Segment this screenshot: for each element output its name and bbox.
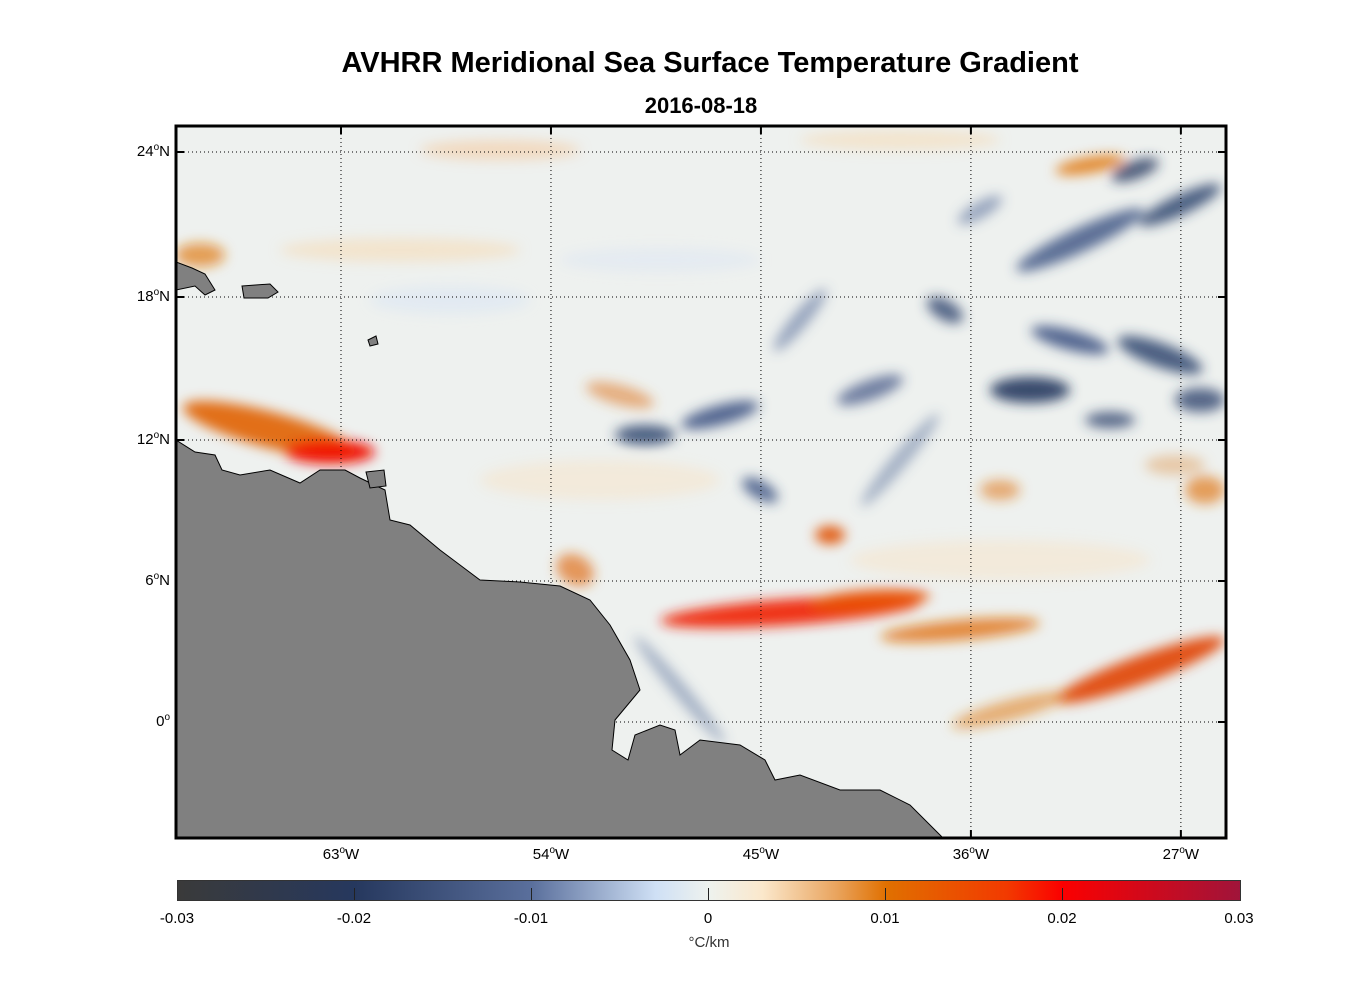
y-tick-label: 12oN — [136, 430, 170, 448]
colorbar-tick-label: -0.03 — [159, 910, 195, 927]
degree-symbol: o — [164, 712, 170, 723]
gradient-feature — [681, 400, 759, 430]
y-tick-label: 6oN — [145, 571, 170, 589]
y-tick-label: 24oN — [136, 142, 170, 160]
colorbar-tick-mark — [1062, 888, 1063, 900]
gradient-feature — [773, 288, 827, 352]
gradient-feature — [1085, 412, 1135, 428]
gradient-feature — [742, 477, 778, 503]
colorbar-tick-label: 0 — [703, 910, 713, 927]
gradient-feature — [370, 286, 530, 314]
gradient-feature — [615, 425, 675, 445]
gradient-feature — [420, 140, 580, 160]
gradient-feature — [1138, 183, 1222, 227]
gradient-feature — [480, 460, 720, 500]
colorbar-tick-mark — [885, 888, 886, 900]
gradient-feature — [634, 636, 726, 744]
land-island-small — [367, 335, 379, 347]
gradient-feature — [850, 540, 1150, 580]
land-island-hispaniola — [176, 261, 216, 296]
gradient-feature — [957, 195, 1003, 225]
colorbar-tick-label: -0.01 — [513, 910, 549, 927]
colorbar-tick-mark — [708, 888, 709, 900]
colorbar-tick-mark — [531, 888, 532, 900]
gradient-feature — [1117, 335, 1203, 375]
gradient-feature — [926, 296, 964, 324]
gradient-feature — [1111, 157, 1159, 183]
gradient-feature — [1055, 636, 1225, 704]
land-island-trinidad — [365, 469, 387, 489]
gradient-feature — [1055, 155, 1125, 175]
gradient-feature — [880, 617, 1040, 643]
degree-symbol: o — [1179, 845, 1185, 856]
gradient-feature — [836, 374, 904, 406]
x-tick-label: 36oW — [952, 845, 990, 863]
degree-symbol: o — [549, 845, 556, 856]
chart-subtitle: 2016-08-18 — [644, 93, 758, 118]
gradient-feature — [1031, 325, 1109, 355]
degree-symbol: o — [339, 845, 346, 856]
colorbar-tick-label: -0.02 — [336, 910, 372, 927]
gradient-feature — [285, 440, 375, 464]
colorbar-tick-label: 0.03 — [1224, 910, 1254, 927]
gradient-feature — [176, 243, 225, 267]
degree-symbol: o — [759, 845, 765, 856]
degree-symbol: o — [153, 287, 160, 298]
x-tick-label: 27oW — [1162, 845, 1200, 863]
gradient-feature — [1016, 208, 1144, 272]
chart-title: AVHRR Meridional Sea Surface Temperature… — [341, 47, 1079, 79]
gradient-feature — [800, 130, 1000, 150]
colorbar-tick-mark — [354, 888, 355, 900]
colorbar — [177, 880, 1241, 901]
gradient-feature — [980, 480, 1020, 500]
colorbar-tick-label: 0.02 — [1047, 910, 1077, 927]
y-tick-label: 18oN — [136, 287, 170, 305]
colorbar-unit-label: °C/km — [688, 934, 730, 951]
gradient-feature — [556, 553, 594, 587]
gradient-feature — [815, 526, 845, 544]
colorbar-tick-label: 0.01 — [870, 910, 900, 927]
gradient-feature — [1145, 455, 1205, 475]
map-frame — [174, 124, 1228, 840]
x-tick-label: 45oW — [742, 845, 780, 863]
degree-symbol: o — [153, 142, 160, 153]
gradient-feature — [560, 248, 760, 272]
x-tick-label: 63oW — [322, 845, 360, 863]
gradient-feature — [990, 377, 1070, 403]
gradient-feature — [951, 691, 1069, 729]
y-tick-label: 0o — [156, 712, 170, 730]
degree-symbol: o — [153, 430, 160, 441]
gradient-feature — [586, 381, 654, 409]
gradient-feature — [810, 589, 930, 611]
gradient-feature — [860, 413, 940, 507]
degree-symbol: o — [153, 571, 160, 582]
gradient-feature — [1185, 476, 1225, 504]
x-tick-label: 54oW — [532, 845, 570, 863]
gradient-feature — [1175, 388, 1225, 412]
land-island-puerto-rico — [241, 283, 279, 299]
land-south-america — [176, 439, 944, 838]
gradient-feature — [280, 238, 520, 262]
degree-symbol: o — [969, 845, 975, 856]
